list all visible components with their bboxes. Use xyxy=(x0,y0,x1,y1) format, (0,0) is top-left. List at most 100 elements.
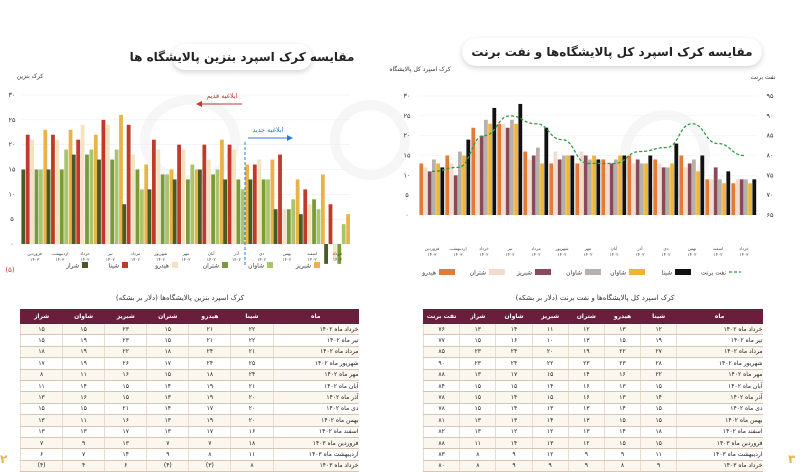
right-table-value-cell: ۲۲ xyxy=(604,346,640,357)
right-table-value-cell: ۱۲ xyxy=(641,324,677,335)
left-bar-شتران xyxy=(60,170,64,245)
right-bar-شتران xyxy=(632,163,636,215)
left-y-tick-label: ۱۰ xyxy=(9,190,16,198)
left-bar-شتران xyxy=(85,155,89,244)
right-table-header: نفت برنت xyxy=(424,310,460,324)
left-table-value-cell: ۱۱ xyxy=(231,449,273,460)
left-bar-شراز xyxy=(248,179,252,244)
right-table-value-cell: ۱۷ xyxy=(496,369,532,380)
left-table-value-cell: (۳) xyxy=(189,460,231,471)
left-bar-هیدرو xyxy=(182,150,186,244)
left-bar-شینا xyxy=(253,165,257,244)
left-table-value-cell: ۷ xyxy=(21,437,63,448)
left-bar-شاوان xyxy=(216,170,220,245)
right-bar-شاوان xyxy=(722,183,726,215)
left-table-value-cell: ۱۷ xyxy=(189,403,231,414)
left-legend-label: شینا xyxy=(109,263,119,270)
right-bar-شتران xyxy=(424,167,428,215)
left-bar-هیدرو xyxy=(156,150,160,244)
right-x-tick-label: بهمن xyxy=(688,246,697,251)
left-table-value-cell: ۱۹ xyxy=(63,335,105,346)
right-x-tick-label: تیر xyxy=(507,246,514,251)
right-table-value-cell: ۱۵ xyxy=(460,380,496,391)
left-table-value-cell: ۱۹ xyxy=(63,346,105,357)
left-table-value-cell: ۸ xyxy=(21,369,63,380)
left-y-tick-label: ۰ xyxy=(10,240,14,248)
right-x-tick-label: دی xyxy=(663,246,668,251)
right-y2-tick-label: ۶۵ xyxy=(767,211,774,219)
right-bar-شتران xyxy=(684,167,688,215)
right-bar-شینا xyxy=(674,144,678,215)
left-bar-شتران xyxy=(161,174,165,244)
left-bar-شینا xyxy=(102,120,106,244)
left-table-value-cell: ۱۵ xyxy=(21,403,63,414)
right-legend-swatch xyxy=(585,269,601,275)
left-table-month-cell: اسفند ماه ۱۴۰۲ xyxy=(273,426,359,437)
right-bar-شینا xyxy=(570,156,574,216)
right-table-header: ماه xyxy=(677,310,763,324)
right-bar-شاوان xyxy=(514,124,518,215)
right-table-month-cell: بهمن ماه ۱۴۰۲ xyxy=(677,415,763,426)
right-legend-label: هیدرو xyxy=(421,270,436,277)
right-legend-label: شبریز xyxy=(516,270,532,277)
left-table-value-cell: ۱۶ xyxy=(105,415,147,426)
right-table-header: شینا xyxy=(641,310,677,324)
left-bar-شاوان xyxy=(317,209,321,244)
left-table-value-cell: ۱۱ xyxy=(63,369,105,380)
left-bar-شاوان xyxy=(140,189,144,244)
left-table-value-cell: ۱۷ xyxy=(147,358,189,369)
right-bar-شبریز xyxy=(610,163,614,215)
right-bar-شاوان xyxy=(458,152,462,215)
right-table-value-cell: ۱۳ xyxy=(604,380,640,391)
left-table-value-cell: ۶ xyxy=(21,449,63,460)
right-bar-شینا xyxy=(492,108,496,215)
left-table-value-cell: ۱۵ xyxy=(63,324,105,335)
right-table-value-cell: ۲۷ xyxy=(641,346,677,357)
right-bar-هیدرو xyxy=(419,163,423,215)
right-x-tick-label: مرداد xyxy=(531,246,540,251)
right-y2-tick-label: ۹۰ xyxy=(767,112,774,120)
right-table-value-cell: ۸۰ xyxy=(424,460,460,471)
left-bar-شراز xyxy=(21,170,25,245)
right-bar-شاوان xyxy=(540,163,544,215)
right-table-value-cell: ۲۴ xyxy=(496,358,532,369)
right-bar-هیدرو xyxy=(679,156,683,216)
right-x-tick-label: ۱۴۰۳ xyxy=(740,252,750,257)
right-bar-شاوان xyxy=(432,159,436,215)
right-bar-شبریز xyxy=(428,171,432,215)
left-table-month-cell: بهمن ماه ۱۴۰۲ xyxy=(273,415,359,426)
right-table-value-cell: ۷۷ xyxy=(424,335,460,346)
left-bar-شینا xyxy=(303,189,307,244)
left-bar-شتران xyxy=(262,179,266,244)
left-table-value-cell: ۱۵ xyxy=(105,380,147,391)
right-bar-شتران xyxy=(476,140,480,215)
left-table-value-cell: ۹ xyxy=(63,437,105,448)
right-table-value-cell: ۲۲ xyxy=(532,358,568,369)
right-table-value-cell: ۱۵ xyxy=(641,415,677,426)
left-x-tick-label: خرداد xyxy=(332,251,342,256)
right-table-value-cell: ۱۱ xyxy=(641,449,677,460)
right-table-month-cell: آبان ماه ۱۴۰۲ xyxy=(677,380,763,391)
left-table-value-cell: ۱۱ xyxy=(63,415,105,426)
right-x-tick-label: ۱۴۰۲ xyxy=(558,252,568,257)
right-table-value-cell: ۱۴ xyxy=(568,369,604,380)
right-bar-شبریز xyxy=(662,167,666,215)
left-table-value-cell: ۲۰ xyxy=(231,403,273,414)
right-table-value-cell: ۹ xyxy=(641,460,677,471)
right-bar-شینا xyxy=(466,140,470,215)
left-table-value-cell: ۱۹ xyxy=(189,392,231,403)
right-table-month-cell: مرداد ماه ۱۴۰۲ xyxy=(677,346,763,357)
left-x-tick-label: ۱۴۰۲ xyxy=(106,257,116,262)
left-table-value-cell: ۲۴ xyxy=(231,369,273,380)
left-table-value-cell: ۹ xyxy=(147,449,189,460)
new-policy-label: ابلاغیه جدید xyxy=(252,126,283,134)
right-y-axis-title: کرک اسپرد کل پالایشگاه xyxy=(389,65,451,73)
left-bar-شینا xyxy=(76,140,80,244)
right-bar-هیدرو xyxy=(627,156,631,216)
right-bar-شاوان xyxy=(488,124,492,215)
left-bar-شتران xyxy=(312,199,316,244)
right-table-value-cell: ۱۵ xyxy=(641,403,677,414)
